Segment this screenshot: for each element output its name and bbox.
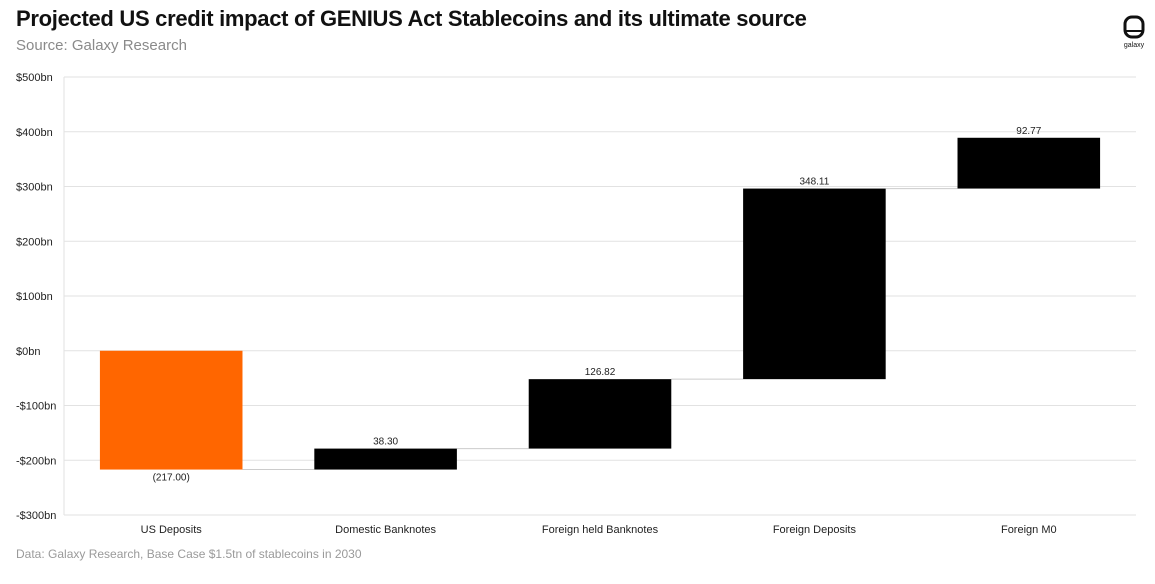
bar [314,448,457,470]
bars [99,137,1101,470]
x-tick-label: Foreign held Banknotes [542,524,659,536]
x-tick-label: Domestic Banknotes [335,524,436,536]
logo-text: galaxy [1124,42,1145,49]
data-labels: (217.00) 38.30 126.82 348.11 92.77 [153,126,1042,484]
data-label: 348.11 [799,177,829,188]
bar [743,188,886,380]
chart-title: Projected US credit impact of GENIUS Act… [16,6,807,31]
y-tick-label: $0bn [16,346,40,358]
bar [528,379,672,449]
y-tick-label: -$300bn [16,510,56,522]
y-tick-label: $300bn [16,182,53,194]
data-label: 92.77 [1016,126,1041,137]
x-tick-label: Foreign Deposits [773,524,857,536]
data-label: 126.82 [585,367,616,378]
y-tick-label: $500bn [16,72,53,84]
chart-subtitle: Source: Galaxy Research [16,37,187,54]
x-tick-label: Foreign M0 [1001,524,1057,536]
galaxy-logo-icon: galaxy [1123,15,1145,49]
y-tick-label: -$100bn [16,401,56,413]
y-tick-label: -$200bn [16,455,56,467]
data-label: (217.00) [153,473,190,484]
y-tick-label: $100bn [16,291,53,303]
bar [99,350,243,470]
x-axis-ticks: US Deposits Domestic Banknotes Foreign hel… [141,524,1057,536]
y-tick-label: $200bn [16,236,53,248]
bar [957,137,1101,189]
x-tick-label: US Deposits [141,524,203,536]
connectors [242,188,958,471]
chart-footnote: Data: Galaxy Research, Base Case $1.5tn … [16,547,362,561]
y-axis-ticks: $500bn $400bn $300bn $200bn $100bn $0bn -$100b… [16,72,56,522]
data-label: 38.30 [373,437,398,448]
y-tick-label: $400bn [16,127,53,139]
